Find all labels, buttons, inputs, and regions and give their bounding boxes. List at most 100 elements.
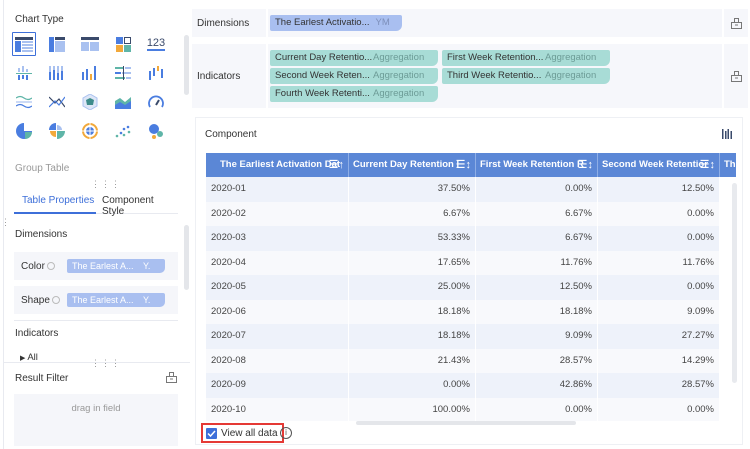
- chart-type-line[interactable]: [12, 90, 36, 114]
- left-panel: Chart Type 123: [0, 0, 190, 449]
- cell-value: 6.67%: [476, 226, 598, 251]
- checkbox-checked-icon[interactable]: [206, 427, 217, 439]
- chart-type-multi-line[interactable]: [45, 90, 69, 114]
- column-header-label: Th: [724, 159, 736, 170]
- cell-value: 6.67%: [349, 201, 476, 226]
- chart-type-scrollbar[interactable]: [184, 35, 189, 95]
- column-header-first-week[interactable]: First Week Retention R ☰↕: [476, 153, 598, 177]
- chart-type-bar-stacked[interactable]: [45, 61, 69, 85]
- clear-shelf-icon[interactable]: [730, 17, 742, 29]
- cell-value: 28.57%: [598, 373, 720, 398]
- dimensions-shelf-actions: [722, 9, 748, 37]
- table-vertical-scrollbar[interactable]: [732, 183, 737, 383]
- chart-type-number[interactable]: 123: [144, 32, 168, 56]
- chart-type-rose-pie[interactable]: [45, 119, 69, 143]
- clear-shelf-icon[interactable]: [730, 70, 742, 82]
- chart-type-detail-table[interactable]: [78, 32, 102, 56]
- column-header-activation-date[interactable]: The Earliest Activation Dat ☰↑: [206, 153, 349, 177]
- table-horizontal-scrollbar[interactable]: [356, 421, 576, 425]
- bar-horizontal-icon: [115, 66, 131, 80]
- column-header-third-week[interactable]: Th: [720, 153, 736, 177]
- cell-value: 11.76%: [476, 250, 598, 275]
- chart-type-radar[interactable]: [78, 90, 102, 114]
- column-header-second-week[interactable]: Second Week Retentior ☰↕: [598, 153, 720, 177]
- cell-value: 25.00%: [349, 275, 476, 300]
- chart-type-bar-group[interactable]: [12, 61, 36, 85]
- chart-type-bar-horizontal[interactable]: [111, 61, 135, 85]
- clear-filter-icon[interactable]: [166, 372, 177, 383]
- bar-column-icon: [82, 66, 96, 80]
- panel-resize-handle-icon[interactable]: ⋮: [1, 217, 11, 227]
- table-row: 2020-10 100.00% 0.00% 0.00%: [206, 397, 720, 421]
- cell-date: 2020-08: [206, 348, 349, 373]
- column-header-label: The Earliest Activation Dat: [220, 159, 341, 170]
- indicator-pill[interactable]: Current Day Retentio... Aggregation: [270, 50, 438, 66]
- properties-scrollbar[interactable]: [184, 225, 189, 290]
- table-row: 2020-02 6.67% 6.67% 0.00%: [206, 201, 720, 226]
- sort-icon[interactable]: ☰↕: [577, 159, 593, 171]
- sort-icon[interactable]: ☰↕: [455, 159, 471, 171]
- indicator-pill[interactable]: First Week Retention... Aggregation: [442, 50, 610, 66]
- chart-type-bar-column[interactable]: [78, 61, 102, 85]
- cell-value: 9.09%: [598, 299, 720, 324]
- chart-type-group-table[interactable]: [12, 32, 36, 56]
- chart-type-kpi-card[interactable]: [111, 32, 135, 56]
- indicators-all-label: All: [27, 352, 38, 363]
- cell-date: 2020-06: [206, 299, 349, 324]
- tab-component-style[interactable]: Component Style: [102, 195, 154, 217]
- shape-field-pill[interactable]: The Earlest A... Y.: [67, 293, 165, 307]
- view-all-data-checkbox[interactable]: View all data: [201, 423, 284, 443]
- property-row-shape: Shape The Earlest A... Y.: [14, 286, 178, 314]
- number-123-icon: 123: [146, 36, 166, 51]
- indicators-shelf: Indicators Current Day Retentio... Aggreg…: [192, 44, 748, 108]
- cell-value: 12.50%: [476, 275, 598, 300]
- chart-type-cross-table[interactable]: [45, 32, 69, 56]
- tab-table-properties[interactable]: Table Properties: [22, 195, 95, 206]
- indicator-pill[interactable]: Fourth Week Retenti... Aggregation: [270, 86, 438, 102]
- column-header-label: First Week Retention R: [480, 159, 584, 170]
- chart-type-gauge[interactable]: [144, 90, 168, 114]
- dimensions-shelf: Dimensions The Earlest Activatio... YM: [192, 9, 748, 37]
- gear-icon[interactable]: [51, 296, 60, 304]
- panel-border: [3, 0, 4, 449]
- dimension-pill[interactable]: The Earlest Activatio... YM: [270, 15, 402, 31]
- shape-field-suffix: Y.: [143, 295, 151, 305]
- cell-value: 11.76%: [598, 250, 720, 275]
- drag-handle-icon[interactable]: ⋮⋮⋮: [91, 358, 121, 368]
- cell-value: 0.00%: [476, 177, 598, 202]
- chart-type-bubble[interactable]: [144, 119, 168, 143]
- table-row: 2020-09 0.00% 42.86% 28.57%: [206, 373, 720, 398]
- column-header-label: Second Week Retentior: [602, 159, 708, 170]
- sort-asc-icon[interactable]: ☰↑: [328, 159, 344, 171]
- chart-type-waterfall[interactable]: [144, 61, 168, 85]
- dropzone-placeholder: drag in field: [71, 403, 121, 414]
- gear-icon[interactable]: [46, 262, 55, 270]
- kpi-card-icon: [115, 36, 131, 52]
- chart-type-pie[interactable]: [12, 119, 36, 143]
- chart-type-area[interactable]: [111, 90, 135, 114]
- cell-date: 2020-01: [206, 177, 349, 202]
- column-header-current-day[interactable]: Current Day Retention I ☰↕: [349, 153, 476, 177]
- indicator-pill-suffix: Aggregation: [545, 52, 597, 63]
- color-field-pill[interactable]: The Earlest A... Y.: [67, 259, 165, 273]
- color-field-suffix: Y.: [143, 261, 151, 271]
- indicator-pill[interactable]: Third Week Retentio... Aggregation: [442, 68, 610, 84]
- chart-type-scatter[interactable]: [111, 119, 135, 143]
- dimensions-shelf-label: Dimensions: [197, 18, 250, 29]
- cell-date: 2020-03: [206, 226, 349, 251]
- chart-type-multi-pie[interactable]: [78, 119, 102, 143]
- result-filter-dropzone[interactable]: drag in field: [14, 394, 178, 446]
- property-tabs: Table Properties Component Style: [14, 188, 178, 217]
- info-icon[interactable]: i: [280, 427, 292, 439]
- indicators-all-toggle[interactable]: ▶ All: [20, 352, 38, 363]
- property-row-color: Color The Earlest A... Y.: [14, 252, 178, 280]
- sort-icon[interactable]: ☰↕: [699, 159, 715, 171]
- cell-value: 18.18%: [476, 299, 598, 324]
- indicator-pill[interactable]: Second Week Reten... Aggregation: [270, 68, 438, 84]
- active-tab-indicator: [14, 212, 96, 214]
- cross-table-icon: [49, 36, 65, 52]
- column-settings-icon[interactable]: [722, 129, 732, 139]
- detail-table-icon: [81, 37, 99, 51]
- drag-handle-icon[interactable]: ⋮⋮⋮: [91, 179, 121, 189]
